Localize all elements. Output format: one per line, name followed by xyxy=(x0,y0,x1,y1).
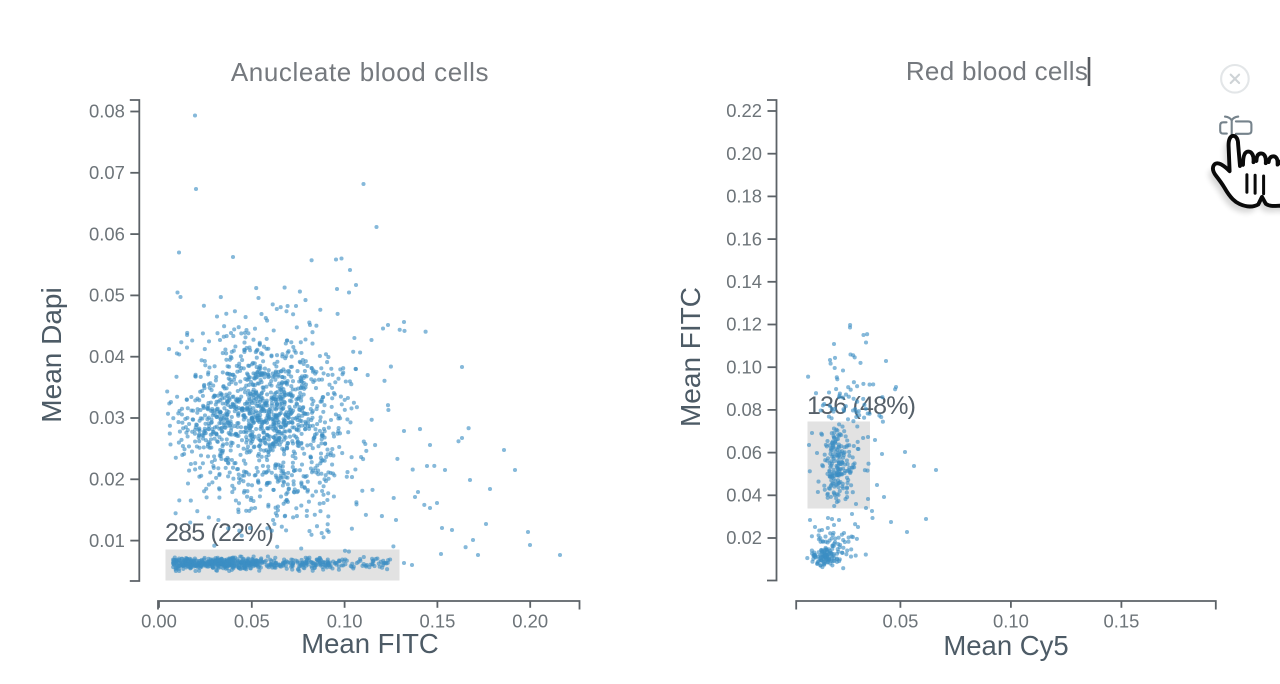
svg-text:Mean Dapi: Mean Dapi xyxy=(36,287,67,422)
svg-text:Mean FITC: Mean FITC xyxy=(675,287,706,427)
svg-text:285 (22%): 285 (22%) xyxy=(165,519,273,547)
svg-text:0.15: 0.15 xyxy=(1104,611,1140,632)
svg-text:Red blood cells: Red blood cells xyxy=(906,56,1088,86)
svg-text:0.07: 0.07 xyxy=(89,162,125,183)
svg-text:0.01: 0.01 xyxy=(89,530,125,551)
svg-text:0.14: 0.14 xyxy=(726,271,762,292)
svg-text:0.00: 0.00 xyxy=(141,611,177,632)
svg-text:0.05: 0.05 xyxy=(883,611,919,632)
svg-text:0.05: 0.05 xyxy=(89,285,125,306)
svg-text:0.06: 0.06 xyxy=(89,223,125,244)
svg-text:0.15: 0.15 xyxy=(420,611,456,632)
svg-text:Mean Cy5: Mean Cy5 xyxy=(943,630,1068,661)
svg-text:0.10: 0.10 xyxy=(327,611,363,632)
svg-text:0.22: 0.22 xyxy=(726,100,762,121)
svg-text:0.05: 0.05 xyxy=(234,611,270,632)
svg-text:Anucleate blood cells: Anucleate blood cells xyxy=(231,57,489,87)
svg-text:0.04: 0.04 xyxy=(726,485,762,506)
svg-text:0.08: 0.08 xyxy=(726,399,762,420)
svg-text:0.04: 0.04 xyxy=(89,346,125,367)
svg-text:0.16: 0.16 xyxy=(726,228,762,249)
svg-text:Mean FITC: Mean FITC xyxy=(301,628,439,659)
svg-text:0.12: 0.12 xyxy=(726,314,762,335)
svg-text:0.02: 0.02 xyxy=(89,469,125,490)
svg-text:0.02: 0.02 xyxy=(726,527,762,548)
svg-text:0.08: 0.08 xyxy=(89,101,125,122)
svg-text:0.20: 0.20 xyxy=(512,611,548,632)
svg-text:0.03: 0.03 xyxy=(89,407,125,428)
svg-text:0.18: 0.18 xyxy=(726,186,762,207)
svg-text:0.10: 0.10 xyxy=(993,611,1029,632)
svg-text:136 (48%): 136 (48%) xyxy=(807,392,915,420)
svg-text:0.20: 0.20 xyxy=(726,143,762,164)
svg-text:0.06: 0.06 xyxy=(726,442,762,463)
svg-text:0.10: 0.10 xyxy=(726,356,762,377)
